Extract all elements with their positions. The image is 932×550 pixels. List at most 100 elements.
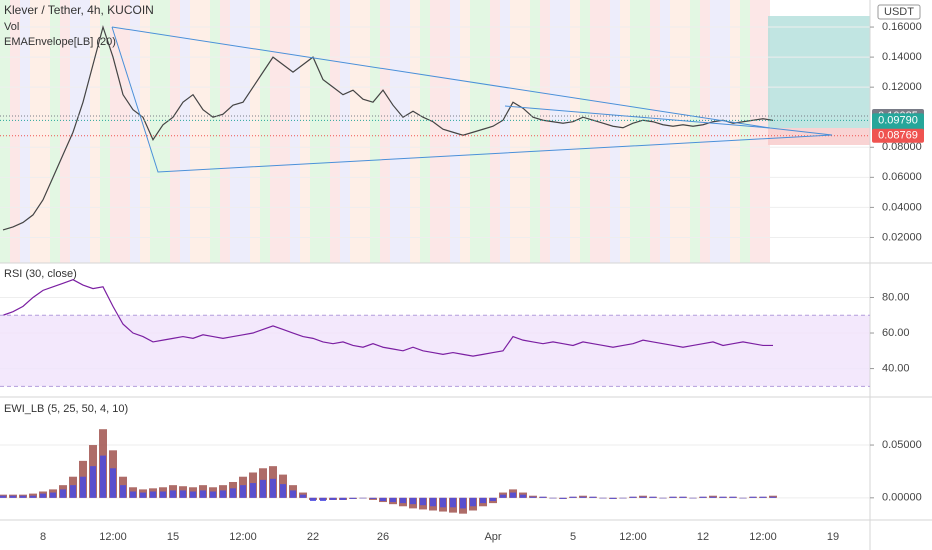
y-tick-label: 0.12000 [882, 81, 922, 93]
histogram-bar [200, 490, 206, 498]
histogram-bar [460, 497, 466, 509]
stripe [590, 0, 600, 263]
price-line [2, 24, 774, 231]
chart-title: Klever / Tether, 4h, KUCOIN [4, 3, 154, 17]
histogram-bar [690, 497, 696, 499]
histogram-bar [320, 497, 326, 501]
indicator-label: EMAEnvelope[LB] (20) [4, 36, 116, 48]
stripe [130, 0, 140, 263]
x-tick-label: 22 [307, 531, 319, 543]
histogram-bar [270, 478, 276, 498]
histogram-bar [369, 497, 377, 500]
histogram-bar [430, 497, 436, 507]
y-tick-label: 0.06000 [882, 171, 922, 183]
stripe [650, 0, 660, 263]
stripe [370, 0, 380, 263]
stripe [630, 0, 640, 263]
histogram-bar [410, 497, 416, 505]
histogram-bar [240, 485, 246, 498]
histogram-bar [280, 484, 286, 498]
stripe [20, 0, 30, 263]
stripe [100, 0, 110, 263]
stripe [750, 0, 760, 263]
stripe [330, 0, 340, 263]
stripe [720, 0, 730, 263]
x-tick-label: 8 [40, 531, 46, 543]
y-tick-label: 60.00 [882, 327, 910, 339]
histogram-bar [530, 496, 536, 498]
histogram-bar [420, 497, 426, 506]
x-tick-label: 12:00 [619, 531, 647, 543]
histogram-bar [730, 496, 736, 498]
x-tick-label: 19 [827, 531, 839, 543]
histogram-bar [140, 492, 146, 498]
stripe [30, 0, 40, 263]
histogram-bar [50, 492, 56, 498]
histogram-bar [380, 497, 386, 501]
stripe [150, 0, 160, 263]
stripe [550, 0, 560, 263]
stripe [260, 0, 270, 263]
histogram-bar [550, 497, 556, 499]
histogram-bar [170, 490, 176, 498]
stripe [760, 0, 770, 263]
histogram-bar [770, 496, 776, 498]
histogram-bar [510, 492, 516, 498]
histogram-bar [560, 497, 566, 499]
histogram-bar [120, 485, 126, 498]
stripe [40, 0, 50, 263]
stripe [740, 0, 750, 263]
stripe [480, 0, 490, 263]
histogram-bar [30, 495, 36, 498]
histogram-bar [490, 497, 496, 501]
triangle-drawing [111, 26, 833, 173]
stripe [680, 0, 690, 263]
histogram-bar [620, 497, 626, 499]
histogram-bar [70, 485, 76, 498]
stripe [570, 0, 580, 263]
currency-label: USDT [884, 6, 914, 18]
y-tick-label: 80.00 [882, 291, 910, 303]
pane-title: RSI (30, close) [4, 268, 77, 280]
histogram-bar [220, 490, 226, 498]
stripe [490, 0, 500, 263]
x-tick-label: 26 [377, 531, 389, 543]
histogram-bar [90, 466, 96, 498]
histogram-bar [470, 497, 476, 507]
stripe [510, 0, 520, 263]
histogram-bar [190, 491, 196, 498]
currency-tag [877, 4, 921, 20]
histogram-bar [630, 496, 636, 498]
price-tag [872, 128, 924, 143]
x-tick-label: 12:00 [749, 531, 777, 543]
histogram-bar [570, 496, 576, 498]
histogram-bar [720, 496, 726, 498]
stripe [220, 0, 230, 263]
stripe [660, 0, 670, 263]
histogram-bar [600, 497, 606, 499]
stripe [540, 0, 550, 263]
stripe [230, 0, 240, 263]
histogram-bar [360, 497, 366, 499]
background-stripes [0, 0, 870, 499]
stripe [460, 0, 470, 263]
histogram-bar [710, 496, 716, 498]
histogram-bar [250, 483, 256, 498]
histogram-bar [330, 497, 336, 500]
stripe [710, 0, 720, 263]
histogram-bar [180, 490, 186, 498]
stripe [390, 0, 400, 263]
stripe [730, 0, 740, 263]
stripe [640, 0, 650, 263]
histogram-bar [660, 497, 666, 499]
histogram-bar [40, 493, 46, 498]
histogram-bar [340, 497, 346, 500]
histogram-bar [100, 455, 106, 498]
histogram-bar [260, 479, 266, 498]
histogram-bar [390, 497, 396, 503]
stripe [450, 0, 460, 263]
x-tick-label: 12 [697, 531, 709, 543]
stripe [430, 0, 440, 263]
stripe [160, 0, 170, 263]
stripe [280, 0, 290, 263]
